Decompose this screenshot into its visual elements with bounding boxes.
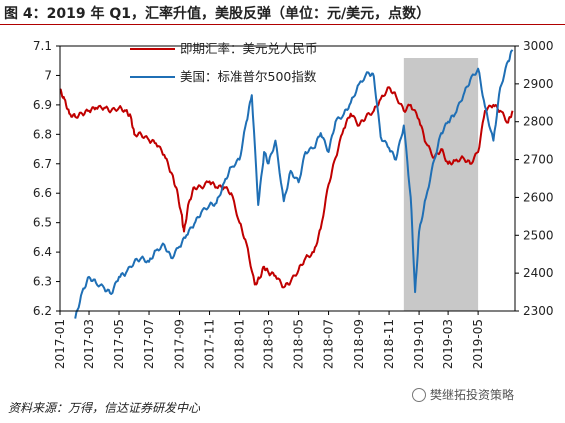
x-tick-label: 2019-03 [441,319,455,369]
x-tick-label: 2019-01 [412,319,426,369]
left-tick-label: 7 [44,68,52,82]
series-line-spx [74,49,514,319]
right-tick-label: 2500 [523,228,554,242]
x-tick-label: 2017-05 [112,319,126,369]
left-tick-label: 7.1 [33,39,52,53]
left-tick-label: 6.2 [33,304,52,318]
wechat-icon [412,387,426,402]
x-tick-label: 2018-05 [292,319,306,369]
watermark: 樊继拓投资策略 [412,386,514,403]
x-tick-label: 2017-01 [53,319,67,369]
plot-frame [59,45,516,312]
right-tick-label: 2700 [523,153,554,167]
right-axis: 2300 2400 2500 2600 2700 2800 2900 3000 [515,39,554,318]
watermark-text: 樊继拓投资策略 [430,388,515,402]
left-tick-label: 6.9 [33,98,52,112]
x-tick-label: 2018-01 [233,319,247,369]
left-axis: 6.2 6.3 6.4 6.5 6.6 6.7 6.8 6.9 7 7.1 [33,39,60,318]
left-tick-label: 6.7 [33,157,52,171]
right-tick-label: 2600 [523,190,554,204]
legend-label-fx: 即期汇率：美元兑人民币 [180,41,318,56]
right-tick-label: 2300 [523,304,554,318]
x-tick-label: 2017-11 [203,319,217,369]
figure-title: 图 4：2019 年 Q1，汇率升值，美股反弹（单位：元/美元，点数） [4,6,431,22]
series-layer [59,49,514,319]
right-tick-label: 2400 [523,266,554,280]
left-tick-label: 6.3 [33,275,52,289]
legend: 即期汇率：美元兑人民币 美国：标准普尔500指数 [130,41,318,84]
source-note: 资料来源：万得，信达证券研发中心 [8,401,201,415]
right-tick-label: 2800 [523,115,554,129]
left-tick-label: 6.6 [33,186,52,200]
x-axis: 2017-01 2017-03 2017-05 2017-07 2017-09 2017-… [53,311,485,369]
x-tick-label: 2017-07 [142,319,156,369]
legend-label-spx: 美国：标准普尔500指数 [180,69,317,84]
right-tick-label: 2900 [523,77,554,91]
x-tick-label: 2018-07 [322,319,336,369]
right-tick-label: 3000 [523,39,554,53]
x-tick-label: 2017-09 [173,319,187,369]
x-tick-label: 2019-05 [471,319,485,369]
x-tick-label: 2018-09 [352,319,366,369]
x-tick-label: 2018-11 [382,319,396,369]
left-tick-label: 6.8 [33,127,52,141]
left-tick-label: 6.4 [33,245,52,259]
x-tick-label: 2017-03 [82,319,96,369]
title-bar: 图 4：2019 年 Q1，汇率升值，美股反弹（单位：元/美元，点数） [0,0,565,25]
x-tick-label: 2018-03 [262,319,276,369]
left-tick-label: 6.5 [33,216,52,230]
